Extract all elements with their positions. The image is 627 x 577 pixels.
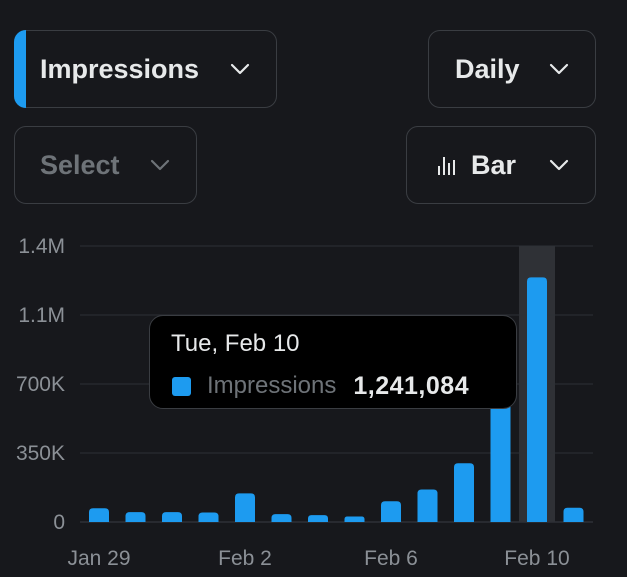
impressions-bar-chart[interactable]: 0 350K 700K 1.1M 1.4M Jan 29 Feb 2 Feb 6 Feb 10 xyxy=(0,236,627,577)
tooltip-row: Impressions 1,241,084 xyxy=(172,371,469,401)
bar-chart-icon xyxy=(438,157,455,175)
bar-jan-31[interactable] xyxy=(162,512,182,522)
period-dropdown-label: Daily xyxy=(455,53,520,84)
tooltip-date: Tue, Feb 10 xyxy=(171,330,300,357)
y-tick-label: 1.1M xyxy=(18,304,65,327)
bar-feb-3[interactable] xyxy=(271,514,292,522)
bar-jan-30[interactable] xyxy=(125,512,146,522)
tooltip-series-name: Impressions xyxy=(207,372,337,399)
chevron-down-icon xyxy=(549,63,569,75)
x-tick-label: Feb 6 xyxy=(364,547,418,570)
chart-type-dropdown[interactable]: Bar xyxy=(406,126,596,204)
bar-feb-10[interactable] xyxy=(527,277,547,522)
chevron-down-icon xyxy=(549,159,569,171)
chart-tooltip: Tue, Feb 10 Impressions 1,241,084 xyxy=(149,315,517,409)
select-placeholder: Select xyxy=(40,149,120,180)
bar-feb-9[interactable] xyxy=(490,401,511,522)
bar-feb-7[interactable] xyxy=(417,489,438,522)
y-tick-label: 1.4M xyxy=(18,236,65,258)
bar-feb-2[interactable] xyxy=(235,493,255,522)
metric-dropdown[interactable]: Impressions xyxy=(14,30,277,108)
x-tick-label: Jan 29 xyxy=(67,547,130,570)
bar-feb-4[interactable] xyxy=(308,515,328,522)
y-tick-label: 350K xyxy=(16,442,65,465)
bar-feb-6[interactable] xyxy=(381,501,401,522)
chevron-down-icon xyxy=(150,159,170,171)
y-tick-label: 700K xyxy=(16,373,65,396)
bar-feb-5[interactable] xyxy=(344,516,365,522)
bar-feb-8[interactable] xyxy=(454,463,474,522)
chart-type-label: Bar xyxy=(471,149,517,180)
x-tick-label: Feb 10 xyxy=(504,547,569,570)
bar-feb-1[interactable] xyxy=(198,512,219,522)
metric-dropdown-label: Impressions xyxy=(40,53,200,84)
tooltip-value: 1,241,084 xyxy=(353,371,470,400)
bar-feb-11[interactable] xyxy=(563,507,584,522)
tooltip-series-swatch xyxy=(172,376,191,396)
chevron-down-icon xyxy=(230,63,250,75)
period-dropdown[interactable]: Daily xyxy=(428,30,596,108)
bar-jan-29[interactable] xyxy=(89,508,109,522)
y-tick-label: 0 xyxy=(53,511,65,534)
metric-accent-bar xyxy=(14,30,26,108)
x-tick-label: Feb 2 xyxy=(218,547,272,570)
secondary-metric-dropdown[interactable]: Select xyxy=(14,126,197,204)
